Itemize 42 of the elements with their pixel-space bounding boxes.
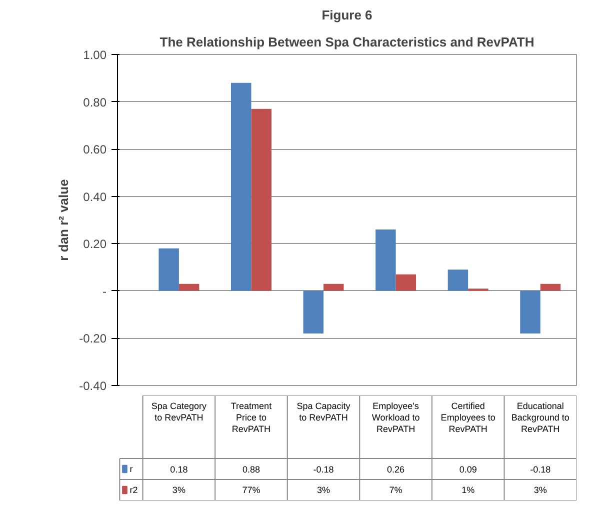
bar	[396, 274, 416, 291]
y-tick-label: 0.60	[83, 142, 107, 157]
data-label: 0.18	[170, 464, 188, 474]
y-tick-label: -0.40	[79, 379, 107, 393]
y-tick-label: 1.00	[83, 48, 107, 62]
data-label: 0.09	[459, 464, 477, 474]
x-tick-label: Treatment Price to RevPATH	[230, 400, 272, 434]
y-tick-label: 0.80	[83, 95, 107, 110]
y-tick-label: 0.20	[83, 237, 107, 252]
bar	[540, 284, 561, 291]
chart-subtitle: The Relationship Between Spa Characteristics and RevPATH	[160, 34, 534, 50]
y-tick-label: -	[102, 284, 107, 298]
data-label: 3%	[534, 485, 547, 495]
data-label: 77%	[242, 485, 260, 495]
data-label: 7%	[389, 485, 402, 495]
y-axis-title: r dan r² value	[56, 179, 72, 261]
bar	[251, 108, 272, 291]
x-tick-label: Spa Category to RevPATH	[151, 400, 207, 422]
bar	[158, 248, 179, 291]
bar	[303, 290, 324, 334]
data-label: -0.18	[530, 464, 551, 474]
legend-label: r2	[130, 485, 138, 495]
bar	[448, 270, 468, 291]
chart-title: Figure 6	[322, 8, 372, 22]
bar	[178, 284, 200, 291]
data-label: -0.18	[313, 464, 334, 474]
data-label: 3%	[317, 485, 330, 495]
y-tick-label: -0.20	[79, 332, 107, 346]
x-tick-label: Employee's Workload to RevPATH	[372, 400, 420, 434]
legend-label: r	[130, 464, 133, 474]
y-tick-label: 0.40	[83, 190, 107, 204]
bar	[324, 284, 344, 291]
bar	[376, 229, 396, 291]
x-tick-label: Spa Capacity to RevPATH	[296, 400, 351, 422]
data-label: 1%	[462, 485, 475, 495]
x-tick-label: Educational Background to RevPATH	[511, 400, 570, 434]
data-label: 0.26	[387, 464, 405, 474]
x-tick-label: Certified Employees to RevPATH	[440, 400, 496, 434]
bar	[230, 82, 252, 291]
data-label: 0.88	[242, 464, 260, 474]
bar	[520, 290, 540, 334]
data-label: 3%	[172, 485, 186, 495]
